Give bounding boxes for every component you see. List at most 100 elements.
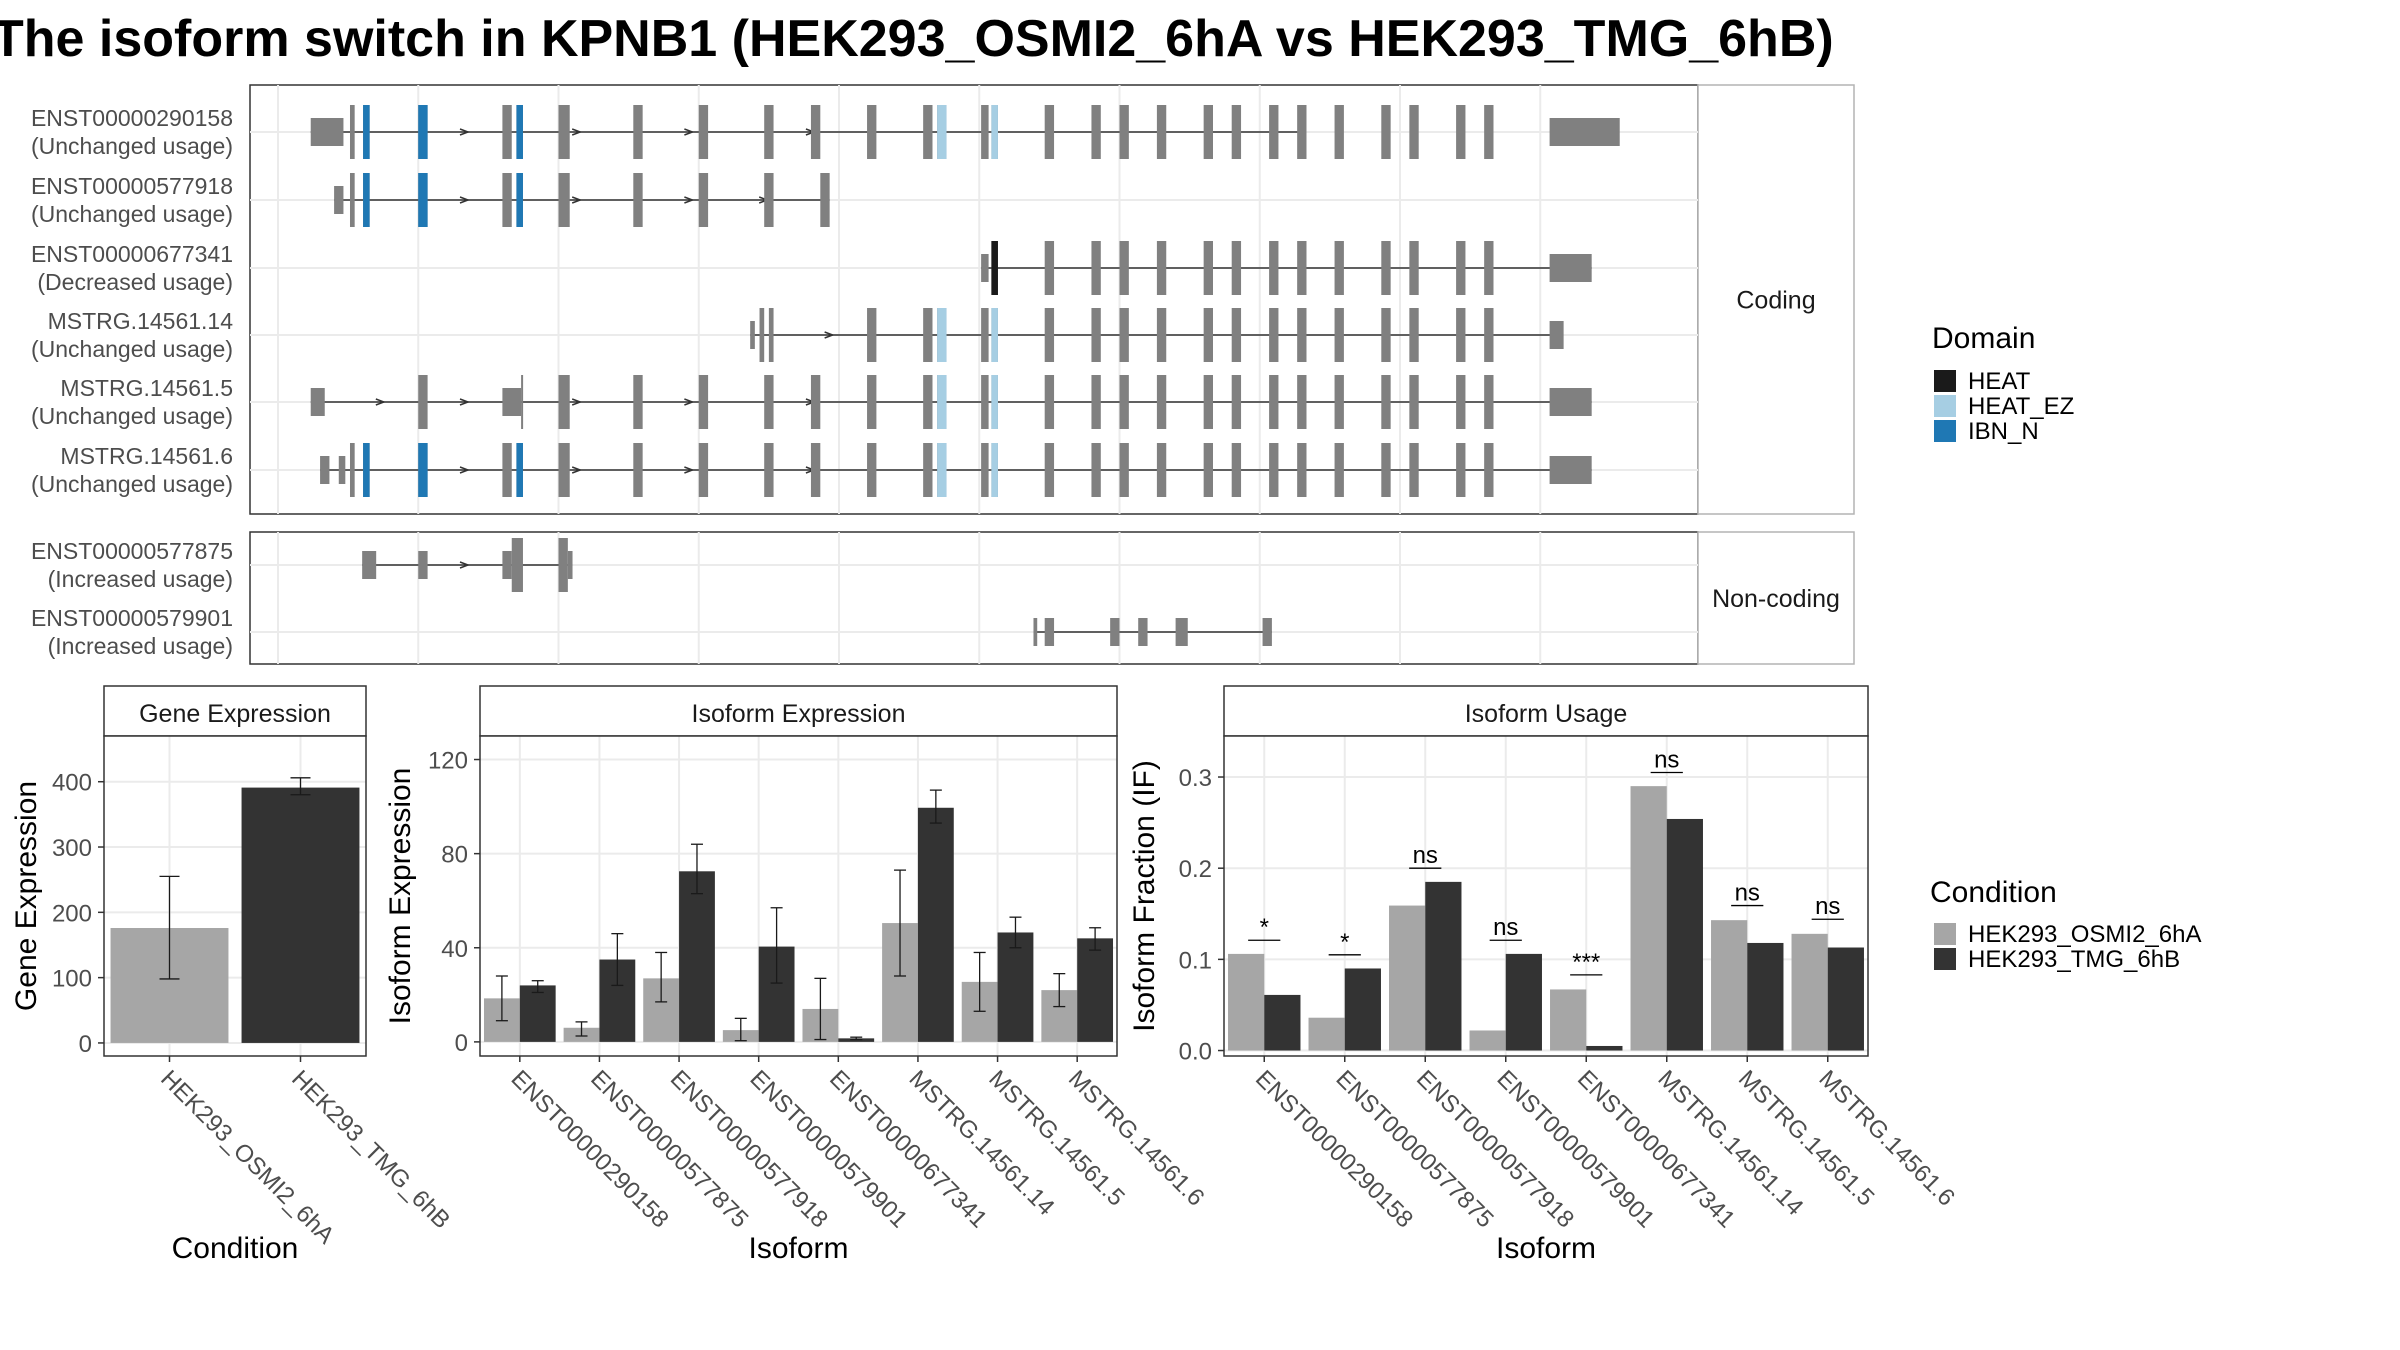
y-tick-label: 0: [455, 1030, 468, 1057]
coding-exon: [764, 173, 774, 227]
utr-exon: [1033, 618, 1038, 646]
coding-exon: [820, 173, 830, 227]
y-axis-title: Isoform Expression: [384, 768, 417, 1025]
y-axis-title: Gene Expression: [10, 781, 43, 1011]
strand-arrow: [684, 398, 695, 406]
coding-exon: [1044, 241, 1055, 295]
bar: [1666, 818, 1703, 1051]
domain-heat-ez: [991, 105, 998, 159]
x-tick-label: ENST00000577918: [665, 1065, 833, 1233]
bar: [1344, 968, 1381, 1051]
utr-exon: [310, 118, 344, 146]
coding-exon: [502, 173, 512, 227]
transcript-usage-label: (Unchanged usage): [31, 471, 233, 497]
coding-exon: [502, 105, 512, 159]
significance-label: ns: [1735, 880, 1760, 907]
significance-label: *: [1260, 914, 1269, 941]
bar: [1308, 1017, 1345, 1051]
domain-heat-ez: [991, 308, 998, 362]
chart-strip: [103, 685, 367, 737]
coding-exon: [558, 443, 570, 497]
coding-exon: [1091, 241, 1101, 295]
x-tick-label: ENST00000677341: [1572, 1065, 1740, 1233]
coding-exon: [1484, 308, 1494, 362]
x-tick-label: ENST00000579901: [1492, 1065, 1660, 1233]
x-tick-label: MSTRG.14561.6: [1063, 1065, 1209, 1211]
y-tick-label: 40: [441, 936, 468, 963]
coding-exon: [349, 105, 355, 159]
bar: [1389, 905, 1426, 1051]
coding-exon: [810, 105, 821, 159]
domain-legend-key: [1934, 395, 1956, 417]
utr-exon: [750, 321, 755, 349]
significance-label: ns: [1654, 746, 1679, 773]
strand-arrow: [684, 466, 695, 474]
domain-ibn-n: [418, 105, 428, 159]
bar: [241, 787, 360, 1043]
y-tick-label: 80: [441, 842, 468, 869]
transcript-id-label: ENST00000577918: [31, 173, 233, 199]
strand-arrow: [571, 398, 583, 406]
domain-heat-ez: [991, 443, 998, 497]
coding-exon: [1091, 443, 1101, 497]
utr-exon: [981, 254, 989, 282]
bar: [1711, 920, 1748, 1051]
bar: [1077, 938, 1114, 1042]
coding-exon: [1203, 241, 1213, 295]
x-axis-title: Isoform: [748, 1232, 848, 1265]
coding-exon: [1044, 443, 1055, 497]
coding-exon: [1156, 105, 1167, 159]
bar: [917, 807, 954, 1042]
coding-exon: [867, 105, 877, 159]
coding-exon: [1119, 308, 1129, 362]
strand-arrow: [459, 196, 471, 204]
coding-exon: [981, 443, 989, 497]
transcript-usage-label: (Unchanged usage): [31, 201, 233, 227]
coding-exon: [1119, 443, 1129, 497]
coding-exon: [698, 105, 709, 159]
coding-exon: [633, 443, 643, 497]
utr-exon: [1549, 456, 1592, 484]
coding-exon: [1409, 105, 1419, 159]
coding-exon: [1409, 308, 1419, 362]
coding-exon: [810, 375, 821, 429]
structure-strip-label: Coding: [1736, 287, 1815, 315]
x-axis-title: Isoform: [1496, 1232, 1596, 1265]
coding-exon: [1231, 375, 1242, 429]
coding-exon: [1231, 105, 1242, 159]
coding-exon: [1409, 443, 1419, 497]
domain-heat-ez: [937, 375, 947, 429]
bar: [997, 932, 1034, 1042]
y-tick-label: 0.3: [1179, 765, 1212, 792]
domain-ibn-n: [363, 443, 370, 497]
coding-exon: [1203, 375, 1213, 429]
bar: [1550, 989, 1587, 1051]
x-tick-label: ENST00000577918: [1411, 1065, 1579, 1233]
coding-exon: [1203, 308, 1213, 362]
domain-ibn-n: [363, 173, 370, 227]
x-tick-label: ENST00000577875: [1331, 1065, 1499, 1233]
coding-exon: [923, 443, 933, 497]
coding-exon: [1231, 308, 1242, 362]
coding-exon: [1297, 308, 1307, 362]
domain-legend-label: IBN_N: [1968, 418, 2039, 445]
coding-exon: [1381, 241, 1391, 295]
coding-exon: [1231, 241, 1242, 295]
significance-label: ns: [1493, 914, 1518, 941]
utr-exon: [1110, 618, 1120, 646]
coding-exon: [1297, 105, 1307, 159]
bar-charts: Gene Expression0100200300400HEK293_OSMI2…: [10, 685, 1960, 1265]
coding-exon: [1203, 443, 1213, 497]
transcript-id-label: ENST00000579901: [31, 605, 233, 631]
y-tick-label: 300: [52, 835, 92, 862]
coding-exon: [981, 105, 989, 159]
utr-exon: [1138, 618, 1148, 646]
bar: [1747, 942, 1784, 1051]
chart-title: Isoform Usage: [1465, 700, 1628, 728]
domain-legend-title: Domain: [1932, 322, 2035, 355]
chart-frame: [103, 735, 367, 1057]
coding-exon: [633, 173, 643, 227]
domain-legend-key: [1934, 370, 1956, 392]
structure-plot-frame: [249, 84, 1699, 515]
